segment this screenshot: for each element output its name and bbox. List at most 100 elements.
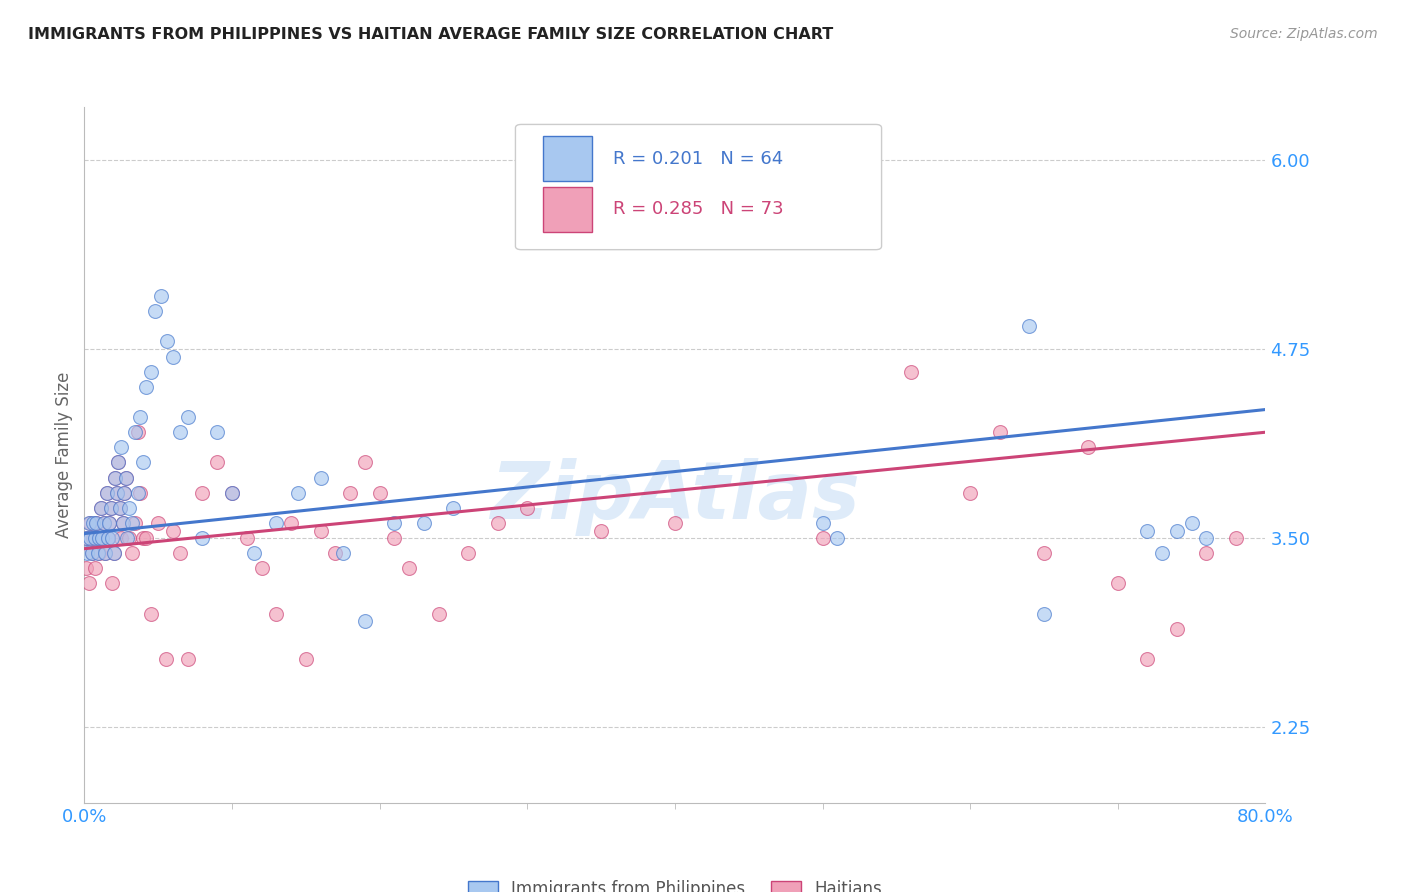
Point [1136,524,1159,538]
Point [91,531,114,545]
Point [93,516,115,530]
Point [77,516,100,530]
Point [82,516,104,530]
Point [135,380,157,394]
Point [112,485,135,500]
Point [162,524,184,538]
Point [1195,531,1218,545]
Point [108,500,131,515]
Point [94,546,117,560]
Point [87,546,111,560]
Point [82,531,104,545]
Text: IMMIGRANTS FROM PHILIPPINES VS HAITIAN AVERAGE FAMILY SIZE CORRELATION CHART: IMMIGRANTS FROM PHILIPPINES VS HAITIAN A… [28,27,834,42]
Point [90,500,112,515]
Point [76,546,98,560]
Point [155,652,177,666]
Point [169,546,191,560]
Point [83,561,105,575]
Point [101,576,124,591]
Point [121,516,143,530]
Point [91,531,114,545]
Point [75,561,97,575]
Point [112,485,135,500]
Point [959,485,981,500]
Point [264,607,288,621]
Point [103,546,125,560]
Point [96,485,118,500]
Point [107,455,129,469]
Point [93,516,115,530]
Point [1032,546,1054,560]
Point [84,516,107,530]
Point [129,485,152,500]
Point [177,652,200,666]
Point [97,531,120,545]
Point [1166,524,1188,538]
Point [664,516,686,530]
Point [221,485,243,500]
Point [287,485,309,500]
Point [79,516,101,530]
Point [280,516,302,530]
Point [1107,576,1129,591]
Point [205,425,228,440]
Point [900,365,922,379]
Point [457,546,479,560]
Point [80,546,103,560]
Point [811,516,834,530]
Point [118,500,141,515]
Point [441,500,464,515]
Point [309,470,332,484]
Point [139,607,162,621]
Point [323,546,347,560]
Point [114,470,136,484]
Point [114,470,136,484]
Text: ZipAtlas: ZipAtlas [489,458,860,536]
Point [811,531,834,545]
Point [486,516,509,530]
Point [1077,441,1099,455]
Point [221,485,243,500]
Point [94,546,117,560]
Point [79,531,101,545]
Point [413,516,436,530]
Point [127,425,149,440]
Point [127,485,149,500]
Point [382,516,406,530]
Point [115,531,138,545]
Text: Source: ZipAtlas.com: Source: ZipAtlas.com [1230,27,1378,41]
Point [98,516,121,530]
Point [80,546,103,560]
Point [104,470,127,484]
Point [135,531,157,545]
Point [111,516,134,530]
Point [90,500,112,515]
Point [354,615,377,629]
Point [1136,652,1159,666]
Point [86,531,108,545]
FancyBboxPatch shape [516,124,882,250]
Point [191,531,214,545]
Point [110,531,132,545]
Point [97,531,120,545]
FancyBboxPatch shape [543,187,592,232]
Point [107,455,129,469]
Point [191,485,214,500]
Point [243,546,266,560]
Point [427,607,450,621]
Point [77,576,100,591]
Point [988,425,1011,440]
Legend: Immigrants from Philippines, Haitians: Immigrants from Philippines, Haitians [461,874,889,892]
Point [121,546,143,560]
Point [105,485,128,500]
Point [177,410,200,425]
Point [110,441,132,455]
Point [382,531,406,545]
Point [100,500,122,515]
Point [124,516,146,530]
Point [264,516,288,530]
Point [309,524,332,538]
Point [205,455,228,469]
Text: R = 0.201   N = 64: R = 0.201 N = 64 [613,150,783,168]
Y-axis label: Average Family Size: Average Family Size [55,372,73,538]
